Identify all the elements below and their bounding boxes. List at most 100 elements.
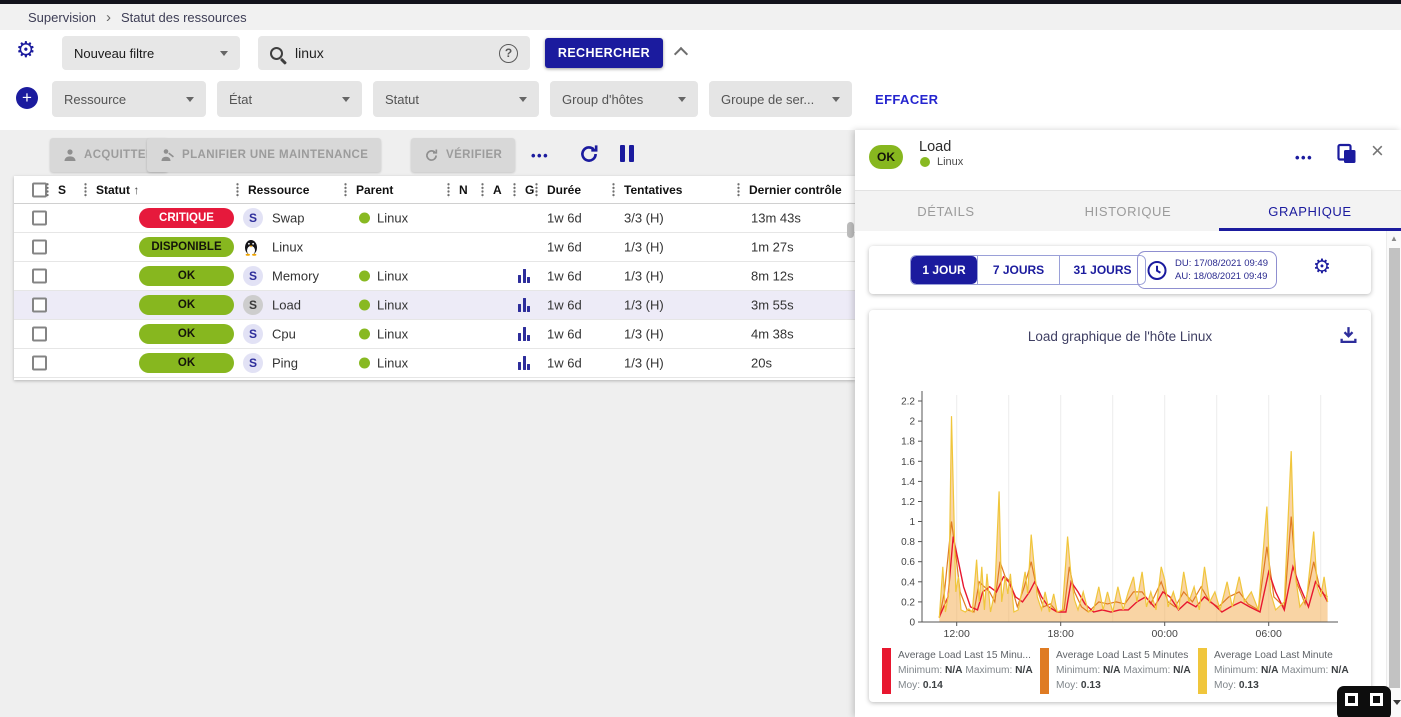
collapse-chevron-up-icon[interactable]: [673, 46, 689, 62]
search-button[interactable]: RECHERCHER: [545, 38, 663, 68]
column-drag-handle-icon[interactable]: [535, 182, 538, 197]
panel-scrollbar-thumb[interactable]: [1389, 248, 1400, 688]
clear-filters-button[interactable]: EFFACER: [875, 92, 939, 107]
help-icon[interactable]: ?: [499, 43, 518, 63]
resource-name[interactable]: Linux: [272, 239, 304, 255]
breadcrumb-page[interactable]: Statut des ressources: [120, 9, 247, 25]
graph-icon[interactable]: [518, 298, 530, 312]
parent-name[interactable]: Linux: [377, 297, 409, 313]
legend-item[interactable]: Average Load Last 15 Minu... Minimum: N/A…: [882, 648, 1033, 694]
column-drag-handle-icon[interactable]: [447, 182, 450, 197]
column-header[interactable]: Statut ↑: [96, 182, 140, 197]
table-row[interactable]: OK S Cpu Linux 1w 6d 1/3 (H) 4m 38s: [14, 320, 855, 349]
table-header-row: S Statut ↑ Ressource Parent N A G Durée Tentativ…: [14, 176, 855, 204]
saved-filter-select[interactable]: Nouveau filtre: [62, 36, 240, 70]
close-panel-icon[interactable]: ×: [1371, 138, 1384, 163]
search-input[interactable]: [295, 45, 487, 61]
load-chart[interactable]: 0 0.2 0.4 0.6 0.8 1 1.2 1.4 1.6 1.8 2 2.2 12:00 18:00…: [877, 388, 1363, 640]
column-header[interactable]: G: [525, 182, 535, 197]
graph-icon[interactable]: [518, 327, 530, 341]
filter-criteria-select[interactable]: Ressource: [52, 81, 206, 117]
table-row[interactable]: CRITIQUE S Swap Linux 1w 6d 3/3 (H) 13m 43s: [14, 204, 855, 233]
graph-icon[interactable]: [518, 269, 530, 283]
svg-text:1.8: 1.8: [901, 437, 915, 448]
column-header[interactable]: Durée: [547, 182, 582, 197]
tries-value: 1/3 (H): [624, 268, 664, 284]
add-filter-button[interactable]: +: [16, 87, 38, 109]
row-checkbox[interactable]: [32, 239, 47, 255]
refresh-icon[interactable]: [578, 143, 600, 165]
legend-item[interactable]: Average Load Last Minute Minimum: N/A Max…: [1198, 648, 1349, 694]
column-drag-handle-icon[interactable]: [236, 182, 239, 197]
filter-settings-gear-icon[interactable]: ⚙: [16, 37, 36, 62]
resource-name[interactable]: Swap: [272, 210, 305, 226]
downtime-button[interactable]: PLANIFIER UNE MAINTENANCE: [147, 138, 382, 172]
person-icon: [64, 149, 76, 161]
range-button[interactable]: 7 JOURS: [977, 256, 1059, 284]
pause-icon[interactable]: [620, 145, 634, 162]
parent-name[interactable]: Linux: [377, 210, 409, 226]
table-row[interactable]: OK S Memory Linux 1w 6d 1/3 (H) 8m 12s: [14, 262, 855, 291]
row-checkbox[interactable]: [32, 210, 47, 226]
tab-graphique[interactable]: GRAPHIQUE: [1219, 191, 1401, 231]
row-checkbox[interactable]: [32, 268, 47, 284]
row-checkbox[interactable]: [32, 297, 47, 313]
filter-criteria-select[interactable]: Group d'hôtes: [550, 81, 698, 117]
select-all-checkbox[interactable]: [32, 182, 47, 197]
scrollbar-up-icon[interactable]: ▲: [1390, 234, 1398, 243]
resource-name[interactable]: Load: [272, 297, 301, 313]
column-drag-handle-icon[interactable]: [46, 182, 49, 197]
column-drag-handle-icon[interactable]: [612, 182, 615, 197]
parent-name[interactable]: Linux: [377, 326, 409, 342]
column-drag-handle-icon[interactable]: [513, 182, 516, 197]
column-header[interactable]: Dernier contrôle: [749, 182, 842, 197]
column-header[interactable]: N: [459, 182, 468, 197]
resources-table: S Statut ↑ Ressource Parent N A G Durée Tentativ…: [14, 176, 855, 380]
panel-more-icon[interactable]: •••: [1295, 150, 1314, 165]
download-icon[interactable]: [1339, 325, 1358, 344]
column-header[interactable]: A: [493, 182, 502, 197]
graph-icon[interactable]: [518, 356, 530, 370]
column-drag-handle-icon[interactable]: [344, 182, 347, 197]
sort-asc-icon[interactable]: ↑: [130, 182, 140, 197]
resource-name[interactable]: Cpu: [272, 326, 296, 342]
resource-name[interactable]: Ping: [272, 355, 299, 371]
table-row[interactable]: OK S Load Linux 1w 6d 1/3 (H) 3m 55s: [14, 291, 855, 320]
search-box[interactable]: ?: [258, 36, 530, 70]
filter-criteria-select[interactable]: Groupe de ser...: [709, 81, 852, 117]
column-header[interactable]: Tentatives: [624, 182, 683, 197]
more-actions-icon[interactable]: •••: [531, 148, 550, 163]
table-row[interactable]: DISPONIBLE Linux 1w 6d 1/3 (H) 1m 27s: [14, 233, 855, 262]
panel-scrollbar[interactable]: ▲: [1386, 231, 1401, 717]
svg-text:1: 1: [909, 517, 915, 528]
breadcrumb-section[interactable]: Supervision: [28, 9, 96, 25]
parent-name[interactable]: Linux: [377, 268, 409, 284]
svg-text:06:00: 06:00: [1256, 628, 1282, 640]
table-scrollbar-thumb[interactable]: [847, 222, 854, 238]
tab-détails[interactable]: DÉTAILS: [917, 203, 975, 219]
legend-item[interactable]: Average Load Last 5 Minutes Minimum: N/A …: [1040, 648, 1191, 694]
graph-settings-gear-icon[interactable]: ⚙: [1313, 256, 1331, 278]
resource-detail-panel: OK Load Linux ••• × DÉTAILS HISTORIQUE GRA…: [855, 130, 1401, 717]
column-drag-handle-icon[interactable]: [737, 182, 740, 197]
filter-criteria-select[interactable]: Statut: [373, 81, 539, 117]
parent-name[interactable]: Linux: [377, 355, 409, 371]
check-button[interactable]: VÉRIFIER: [411, 138, 516, 172]
column-drag-handle-icon[interactable]: [84, 182, 87, 197]
filter-criteria-select[interactable]: État: [217, 81, 362, 117]
column-drag-handle-icon[interactable]: [481, 182, 484, 197]
column-header[interactable]: Parent: [356, 182, 394, 197]
row-checkbox[interactable]: [32, 326, 47, 342]
row-checkbox[interactable]: [32, 355, 47, 371]
tab-historique[interactable]: HISTORIQUE: [1084, 203, 1172, 219]
column-header[interactable]: Ressource: [248, 182, 310, 197]
column-header[interactable]: S: [58, 182, 67, 197]
table-row[interactable]: OK S Ping Linux 1w 6d 1/3 (H) 20s: [14, 349, 855, 378]
range-button[interactable]: 1 JOUR: [911, 256, 977, 284]
resource-name[interactable]: Memory: [272, 268, 319, 284]
legend-text: Average Load Last 5 Minutes Minimum: N/A …: [1056, 650, 1191, 691]
range-button[interactable]: 31 JOURS: [1059, 256, 1145, 284]
filter-criteria-label: Groupe de ser...: [721, 91, 815, 107]
date-range-picker[interactable]: DU: 17/08/2021 09:49 AU: 18/08/2021 09:4…: [1137, 251, 1277, 289]
copy-link-icon[interactable]: [1336, 143, 1358, 165]
